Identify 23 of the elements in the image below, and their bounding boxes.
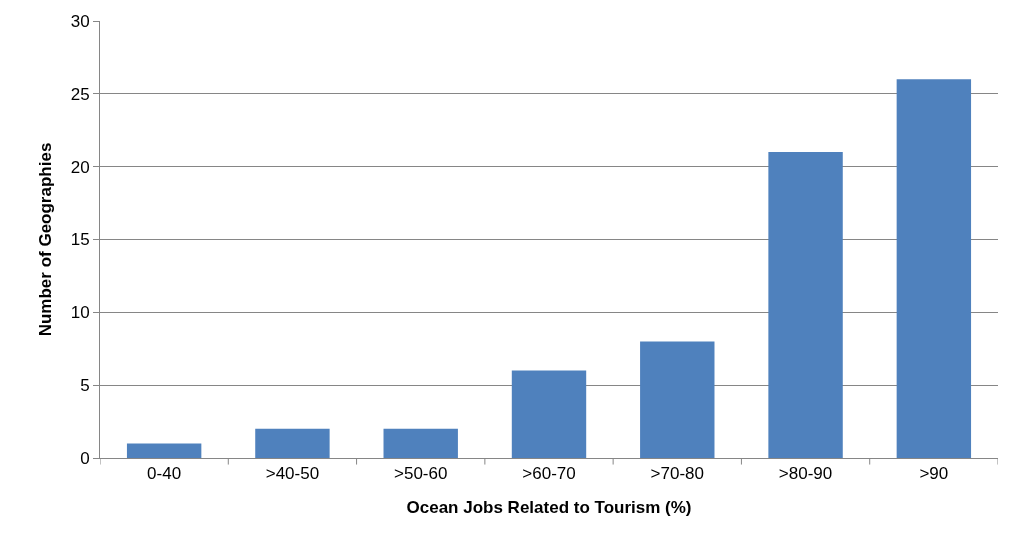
bar xyxy=(126,443,202,458)
x-tick-label: >70-80 xyxy=(650,464,704,484)
x-tick-label: >40-50 xyxy=(265,464,320,484)
y-tick-label: 5 xyxy=(80,376,90,396)
bar xyxy=(640,341,715,458)
y-tick-label: 0 xyxy=(80,448,90,468)
bar xyxy=(383,428,458,458)
bar xyxy=(511,370,587,458)
y-tick-label: 20 xyxy=(70,157,90,177)
y-tick-label: 10 xyxy=(70,303,90,323)
x-tick-label: >50-60 xyxy=(394,464,448,484)
y-axis-title: Number of Geographies xyxy=(36,142,56,337)
x-tick-label: >80-90 xyxy=(778,464,833,484)
bar xyxy=(255,428,330,458)
x-axis-title: Ocean Jobs Related to Tourism (%) xyxy=(406,497,692,517)
x-tick-label: >60-70 xyxy=(522,464,576,484)
bar xyxy=(896,79,972,458)
y-tick-label: 25 xyxy=(70,84,90,104)
bar xyxy=(768,152,843,458)
y-tick-label: 30 xyxy=(70,11,90,31)
y-tick-label: 15 xyxy=(70,230,90,250)
x-tick-label: 0-40 xyxy=(147,464,182,484)
x-tick-label: >90 xyxy=(919,464,949,484)
